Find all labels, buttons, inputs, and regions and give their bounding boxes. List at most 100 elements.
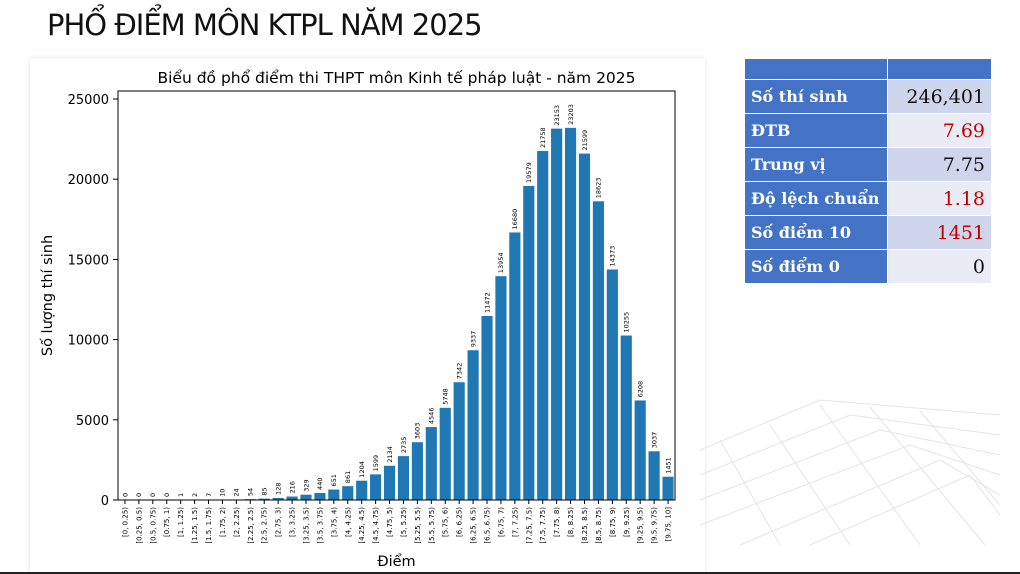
bar-value-label: 216 <box>288 481 296 493</box>
bar-value-label: 24 <box>233 488 241 496</box>
x-tick-label: [4.75, 5) <box>386 507 394 537</box>
plot-frame <box>117 90 676 501</box>
x-tick-label: [3.5, 3.75) <box>316 507 324 544</box>
bar-value-label: 21758 <box>539 127 547 148</box>
chart-panel: Biểu đồ phổ điểm thi THPT môn Kinh tế ph… <box>30 58 705 572</box>
bar-value-label: 9337 <box>469 331 477 348</box>
bar <box>578 153 591 500</box>
x-tick-label: [6.25, 6.5) <box>470 507 478 544</box>
bar-value-label: 0 <box>135 493 143 497</box>
x-tick-label: [7, 7.25) <box>511 507 519 537</box>
bar-value-label: 11472 <box>483 292 491 313</box>
x-tick-label: [4.25, 4.5) <box>358 507 366 544</box>
x-tick-label: [9, 9.25) <box>623 507 631 537</box>
bar-value-label: 329 <box>302 479 310 491</box>
bar <box>272 497 284 500</box>
bar <box>300 494 312 500</box>
bar-value-label: 18623 <box>595 178 603 199</box>
x-tick-label: [4.5, 4.75) <box>372 507 380 544</box>
bar-value-label: 21599 <box>581 130 589 151</box>
bar <box>370 474 382 500</box>
bar <box>425 427 437 500</box>
bar-value-label: 16680 <box>511 209 519 230</box>
x-tick-label: [5.75, 6) <box>442 507 450 537</box>
x-tick-label: [3, 3.25) <box>289 507 297 537</box>
bar <box>439 407 451 500</box>
bar <box>551 128 563 500</box>
bar-value-label: 0 <box>121 493 129 497</box>
bar-value-label: 10255 <box>623 312 631 333</box>
stat-value: 1.18 <box>887 181 992 216</box>
stats-row-dtb: ĐTB 7.69 <box>744 113 992 148</box>
bar-value-label: 14373 <box>609 246 617 267</box>
stat-value: 246,401 <box>887 79 992 114</box>
x-tick-label: [1.5, 1.75) <box>205 507 213 544</box>
bar-value-label: 1 <box>177 493 185 497</box>
bar <box>537 151 549 500</box>
bar-value-label: 5748 <box>442 388 450 405</box>
bar <box>258 498 270 500</box>
bottom-rule <box>0 572 1020 574</box>
bar <box>481 315 493 500</box>
bar-value-label: 1599 <box>372 455 380 472</box>
x-tick-label: [0, 0.25) <box>121 507 129 537</box>
x-tick-label: [3.25, 3.5) <box>302 507 310 544</box>
bar-value-label: 4546 <box>428 408 436 425</box>
bar-value-label: 3603 <box>414 423 422 440</box>
bar-value-label: 2134 <box>386 446 394 463</box>
bar <box>383 465 396 500</box>
stats-row-so-diem-10: Số điểm 10 1451 <box>744 215 992 250</box>
stats-header-cell <box>887 58 992 80</box>
x-tick-label: [2.25, 2.5) <box>247 507 255 544</box>
bar-value-label: 2735 <box>400 437 408 454</box>
y-tick-label: 15000 <box>68 253 109 268</box>
x-tick-label: [2.5, 2.75) <box>261 507 269 544</box>
bar-value-label: 23153 <box>553 105 561 126</box>
stat-value: 1451 <box>887 215 992 250</box>
stats-row-trung-vi: Trung vị 7.75 <box>744 147 992 182</box>
slide-title: PHỔ ĐIỂM MÔN KTPL NĂM 2025 <box>47 8 483 42</box>
x-tick-label: [6.75, 7) <box>497 507 505 537</box>
y-tick-label: 25000 <box>68 93 109 108</box>
x-tick-label: [5.25, 5.5) <box>414 507 422 544</box>
x-tick-label: [8, 8.25) <box>567 507 575 537</box>
bar <box>634 400 646 500</box>
y-tick-label: 0 <box>101 494 109 509</box>
bar <box>328 489 340 500</box>
bar-value-label: 19579 <box>525 162 533 183</box>
x-tick-label: [1, 1.25) <box>177 507 185 537</box>
stats-header-row <box>744 58 992 80</box>
bar-value-label: 13954 <box>497 253 505 274</box>
bar-value-label: 6208 <box>636 381 644 398</box>
bar <box>467 350 479 500</box>
stats-row-so-diem-0: Số điểm 0 0 <box>744 249 992 284</box>
x-tick-label: [5.5, 5.75) <box>428 507 436 544</box>
bar-value-label: 85 <box>261 487 269 495</box>
background-grid-decoration <box>700 399 1000 545</box>
x-axis-label: Điểm <box>377 553 415 570</box>
bar-value-label: 1204 <box>358 461 366 478</box>
x-tick-label: [6, 6.25) <box>456 507 464 537</box>
bar <box>314 492 326 500</box>
y-tick-label: 10000 <box>68 334 109 349</box>
bar <box>397 456 410 500</box>
x-tick-label: [1.25, 1.5) <box>191 507 199 544</box>
bar-value-label: 440 <box>316 478 324 490</box>
x-tick-label: [9.5, 9.75) <box>651 507 659 544</box>
stat-value: 7.69 <box>887 113 992 148</box>
bar <box>620 335 632 500</box>
x-tick-label: [8.5, 8.75) <box>595 507 603 544</box>
bar-value-label: 861 <box>344 471 352 483</box>
bar <box>453 382 465 500</box>
bar-value-label: 3037 <box>650 432 658 449</box>
stats-header-cell <box>744 58 888 80</box>
y-tick-label: 20000 <box>68 173 109 188</box>
bar-value-label: 7 <box>205 493 213 497</box>
x-tick-label: [0.75, 1) <box>163 507 171 537</box>
stat-label: Độ lệch chuẩn <box>744 181 888 216</box>
chart-title: Biểu đồ phổ điểm thi THPT môn Kinh tế ph… <box>157 69 635 87</box>
bar <box>356 480 368 500</box>
x-tick-label: [8.75, 9) <box>609 507 617 537</box>
x-tick-label: [3.75, 4) <box>330 507 338 537</box>
bar <box>495 276 507 500</box>
